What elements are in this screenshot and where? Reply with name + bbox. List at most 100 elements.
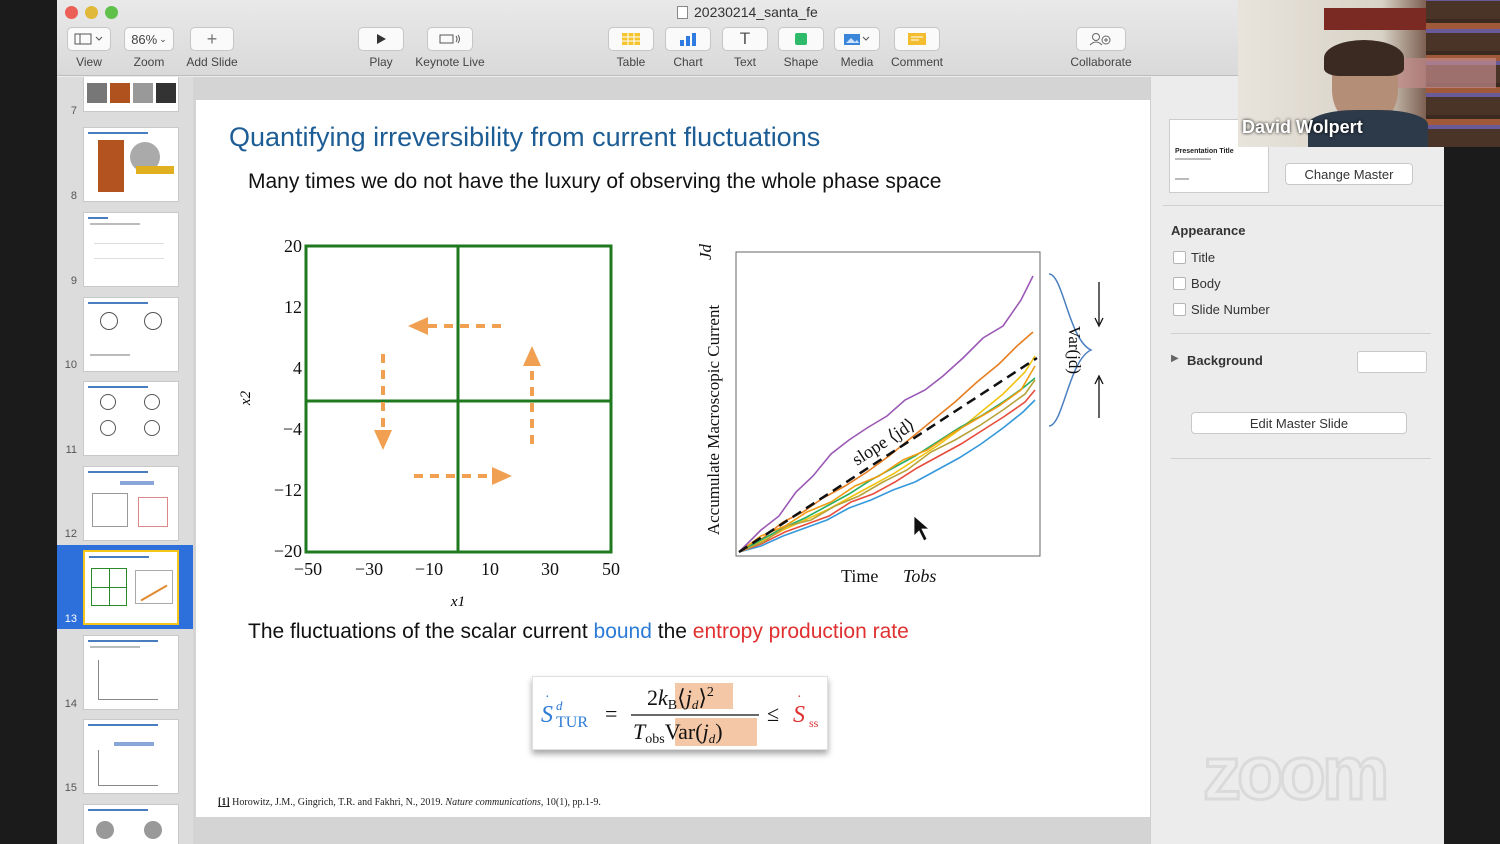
highlight-mean: [675, 683, 733, 709]
slide-thumbnail-8[interactable]: [83, 127, 179, 202]
zoom-control[interactable]: 86% ⌄ Zoom: [123, 27, 175, 69]
slide-thumbnail-11[interactable]: [83, 381, 179, 456]
arrowhead-up: [523, 346, 541, 366]
comment-control[interactable]: Comment: [887, 27, 947, 69]
add-slide-button[interactable]: +: [190, 27, 234, 51]
tur-formula-box[interactable]: S · d TUR = 2kB⟨jd⟩2 TobsVar(jd) ≤ S: [532, 676, 828, 750]
slide-thumbnail-16[interactable]: [83, 804, 179, 844]
bound-statement[interactable]: The fluctuations of the scalar current b…: [248, 620, 909, 644]
play-control[interactable]: Play: [357, 27, 405, 69]
divider: [1171, 333, 1431, 334]
participant-name: David Wolpert: [1242, 117, 1363, 137]
slide-thumbnail-7[interactable]: [83, 77, 179, 112]
trajectory-red: [738, 389, 1036, 553]
slide-thumbnail-9[interactable]: [83, 212, 179, 287]
table-button[interactable]: [608, 27, 654, 51]
add-slide-control[interactable]: + Add Slide: [185, 27, 239, 69]
view-control[interactable]: View: [65, 27, 113, 69]
edit-master-slide-button[interactable]: Edit Master Slide: [1191, 412, 1407, 434]
shape-label: Shape: [783, 55, 819, 69]
mouse-cursor-icon: [913, 515, 931, 542]
arrowhead-up: [1094, 374, 1104, 385]
media-button[interactable]: [834, 27, 880, 51]
chevron-down-icon: ⌄: [159, 33, 167, 44]
text-control[interactable]: T Text: [722, 27, 768, 69]
slide-number: 14: [64, 698, 77, 710]
slide-number: 9: [70, 275, 77, 287]
zoom-select[interactable]: 86% ⌄: [124, 27, 174, 51]
chart-control[interactable]: Chart: [665, 27, 711, 69]
disclosure-triangle-icon[interactable]: ▶: [1171, 353, 1179, 364]
add-slide-label: Add Slide: [186, 55, 238, 69]
equals-sign: =: [605, 701, 617, 726]
arrowhead-down: [374, 430, 392, 450]
citation-tag: [1]: [218, 797, 230, 808]
formula-dot: ·: [545, 690, 550, 705]
bound-word: bound: [593, 620, 652, 643]
denominator: TobsVar(jd): [633, 719, 723, 747]
collaborate-icon: [1089, 33, 1111, 46]
trajectory-orange: [738, 331, 1034, 553]
collaborate-button[interactable]: [1076, 27, 1126, 51]
change-master-button[interactable]: Change Master: [1285, 163, 1413, 185]
x-tick-label: 10: [481, 559, 499, 579]
table-control[interactable]: Table: [608, 27, 654, 69]
media-control[interactable]: Media: [834, 27, 880, 69]
close-window-button[interactable]: [65, 6, 78, 19]
collaborate-control[interactable]: Collaborate: [1065, 27, 1137, 69]
play-icon: [377, 34, 386, 44]
text-button[interactable]: T: [722, 27, 768, 51]
chart-label: Chart: [673, 55, 703, 69]
media-label: Media: [840, 55, 874, 69]
slide-subtitle[interactable]: Many times we do not have the luxury of …: [248, 170, 942, 193]
entropy-phrase: entropy production rate: [692, 620, 909, 643]
photo-icon: [844, 34, 870, 45]
broadcast-icon: [439, 34, 460, 44]
maximize-window-button[interactable]: [105, 6, 118, 19]
highlight-variance: [675, 718, 757, 746]
shape-button[interactable]: [778, 27, 824, 51]
background-heading[interactable]: Background: [1187, 353, 1263, 368]
citation[interactable]: [1] Horowitz, J.M., Gingrich, T.R. and F…: [218, 797, 601, 808]
slide-thumbnail-10[interactable]: [83, 297, 179, 372]
slide-thumbnail-15[interactable]: [83, 719, 179, 794]
x-tick-label: −10: [415, 559, 443, 579]
master-slide-preview[interactable]: Presentation Title: [1169, 119, 1269, 193]
body-checkbox[interactable]: [1173, 277, 1186, 290]
slide[interactable]: Quantifying irreversibility from current…: [196, 100, 1150, 817]
keynote-window: 20230214_santa_fe View 86% ⌄ Zoom + Add S…: [57, 0, 1444, 844]
slide-canvas[interactable]: Quantifying irreversibility from current…: [193, 77, 1150, 844]
slide-title[interactable]: Quantifying irreversibility from current…: [229, 122, 821, 152]
shape-control[interactable]: Shape: [778, 27, 824, 69]
background-color-well[interactable]: [1357, 351, 1427, 373]
trajectory-purple: [738, 275, 1034, 553]
current-trajectory-plot[interactable]: Accumulate Macroscopic Current Jd: [691, 230, 1151, 595]
y-tick-label: −4: [283, 419, 302, 439]
comment-button[interactable]: [894, 27, 940, 51]
slide-thumbnail-12[interactable]: [83, 466, 179, 541]
slide-number-checkbox[interactable]: [1173, 303, 1186, 316]
plus-icon: +: [206, 28, 218, 49]
y-tick-label: −20: [274, 541, 302, 561]
keynote-live-control[interactable]: Keynote Live: [409, 27, 491, 69]
keynote-live-button[interactable]: [427, 27, 473, 51]
x-tick-label: 30: [541, 559, 559, 579]
view-button[interactable]: [67, 27, 111, 51]
minimize-window-button[interactable]: [85, 6, 98, 19]
slide-thumbnail-13[interactable]: [83, 550, 179, 625]
slide-number-selected: 13: [64, 613, 77, 625]
title-checkbox[interactable]: [1173, 251, 1186, 264]
phase-space-plot[interactable]: 20 12 4 −4 −12 −20 −50 −30 −10 10 30 50: [236, 230, 636, 620]
zoom-watermark: zoom: [1201, 730, 1390, 818]
slide-number: 8: [70, 190, 77, 202]
play-button[interactable]: [358, 27, 404, 51]
participant-video[interactable]: [1238, 0, 1500, 147]
view-label: View: [76, 55, 102, 69]
comment-label: Comment: [890, 55, 943, 69]
slide-navigator[interactable]: 7 8 9 10: [57, 77, 193, 844]
chart-button[interactable]: [665, 27, 711, 51]
slide-thumbnail-14[interactable]: [83, 635, 179, 710]
mean-slope-line: [738, 356, 1038, 554]
formula-rhs: S: [793, 702, 805, 728]
variance-distribution-curve: [1048, 273, 1093, 427]
